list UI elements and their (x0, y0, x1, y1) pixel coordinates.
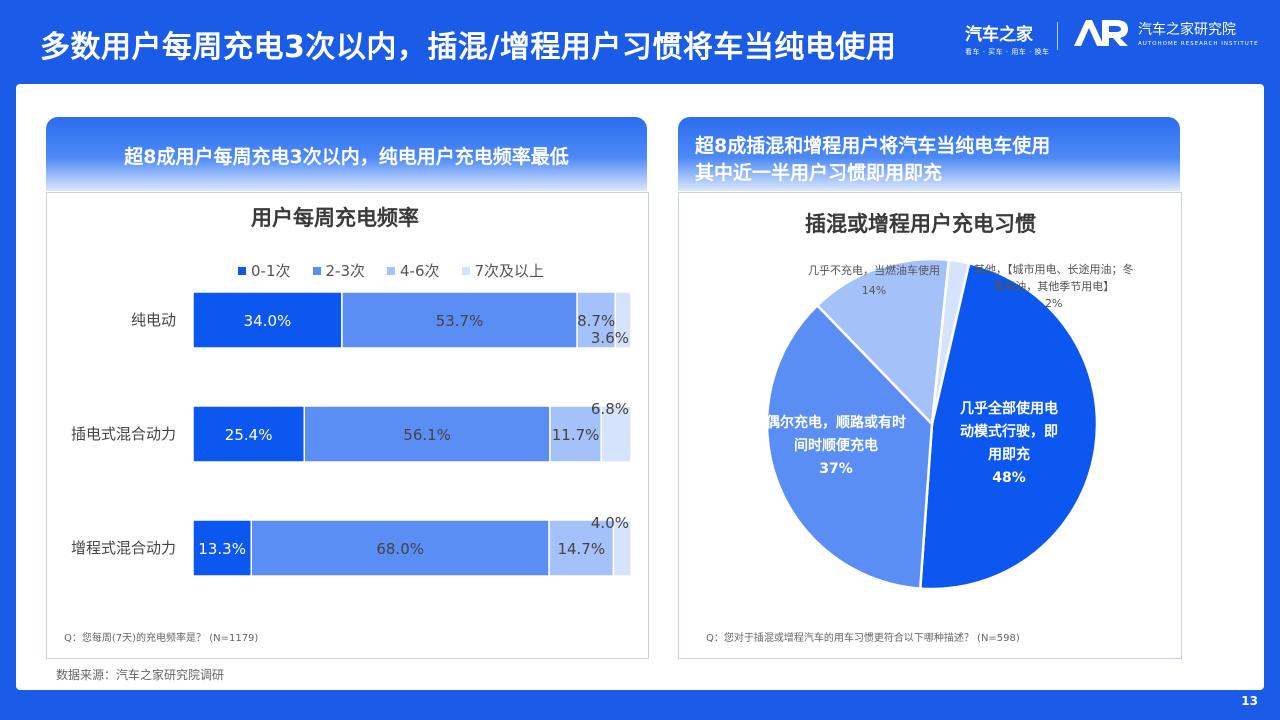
pie-label-slice-2-value: 14% (861, 284, 887, 297)
legend-label-0-1: 0-1次 (251, 262, 291, 280)
autohome-logo-tagline: 看车 · 买车 · 用车 · 换车 (965, 48, 1050, 56)
bar-category-label-0: 纯电动 (131, 311, 176, 329)
research-institute-name: 汽车之家研究院 (1138, 22, 1236, 38)
bar-value-label-1-2: 11.7% (552, 426, 600, 444)
pie-label-slice-3-line2: 季用油，其他季节用电】 (993, 280, 1115, 293)
bar-segment-1-2 (549, 405, 602, 463)
pie-label-slice-3: 其他，【城市用电、长途用油；冬 季用油，其他季节用电】 2% (974, 261, 1134, 312)
bar-value-label-0-0: 34.0% (244, 312, 292, 330)
pie-label-slice-1-value: 37% (819, 461, 853, 477)
pie-slice-0 (918, 261, 1099, 591)
pie-label-slice-0-line3: 用即充 (988, 447, 1030, 463)
legend-swatch-4-6 (387, 266, 395, 275)
data-source: 数据来源：汽车之家研究院调研 (56, 668, 225, 682)
bar-category-label-2: 增程式混合动力 (71, 539, 176, 557)
bar-value-label-2-1: 68.0% (376, 540, 424, 558)
pie-chart-title: 插混或增程用户充电习惯 (805, 212, 1036, 236)
bar-value-label-2-2: 14.7% (557, 540, 605, 558)
pie-slice-1 (765, 303, 934, 590)
bar-segment-1-3 (600, 405, 632, 463)
legend-swatch-7-plus (461, 266, 470, 275)
bar-segment-2-1 (250, 519, 550, 577)
research-institute-logo: 汽车之家研究院 AUTOHOME RESEARCH INSTITUTE (1072, 18, 1259, 48)
autohome-logo: 汽车之家 看车 · 买车 · 用车 · 换车 (965, 20, 1050, 57)
bar-segment-0-3 (614, 291, 632, 349)
legend-item-0-1: 0-1次 (238, 260, 291, 281)
right-panel-heading-line1: 超8成插混和增程用户将汽车当纯电车使用 (695, 135, 1051, 157)
stacked-bar-chart: 纯电动 34.0% 53.7% 8.7%3.6% 插电式混合动力 25.4% 56.1% 11… (71, 291, 632, 577)
page-title: 多数用户每周充电3次以内，插混/增程用户习惯将车当纯电使用 (40, 30, 897, 65)
pie-label-slice-3-value: 2% (1045, 297, 1063, 310)
bar-value-label-0-3: 3.6% (591, 329, 629, 347)
legend-label-2-3: 2-3次 (325, 262, 366, 280)
bar-value-label-2-0: 13.3% (198, 540, 246, 558)
bar-value-label-1-0: 25.4% (225, 426, 273, 444)
bar-segment-2-2 (548, 519, 615, 577)
pie-label-slice-0-line2: 动模式行驶，即 (960, 424, 1058, 440)
research-institute-english: AUTOHOME RESEARCH INSTITUTE (1138, 41, 1259, 47)
bar-segment-2-3 (612, 519, 632, 577)
bar-segment-1-1 (303, 405, 551, 463)
left-panel-heading: 超8成用户每周充电3次以内，纯电用户充电频率最低 (46, 117, 647, 191)
legend-swatch-2-3 (312, 266, 321, 275)
legend-item-4-6: 4-6次 (387, 260, 440, 281)
bar-category-label-1: 插电式混合动力 (71, 425, 176, 443)
pie-label-slice-3-line1: 其他，【城市用电、长途用油；冬 (974, 263, 1134, 276)
legend-item-2-3: 2-3次 (312, 260, 366, 281)
pie-slice-3 (930, 258, 971, 425)
pie-label-slice-1-line1: 偶尔充电，顺路或有时 (766, 415, 906, 431)
logo-divider (1057, 22, 1058, 50)
left-panel-heading-text: 超8成用户每周充电3次以内，纯电用户充电频率最低 (124, 146, 569, 168)
pie-chart (765, 257, 1099, 591)
pie-label-slice-1-line2: 间时顺便充电 (794, 438, 878, 454)
pie-label-slice-0-value: 48% (992, 470, 1026, 486)
pie-label-slice-2-line1: 几乎不充电，当燃油车使用 (808, 264, 940, 277)
bar-value-label-2-3: 4.0% (591, 514, 629, 532)
bar-chart-title: 用户每周充电频率 (251, 206, 419, 230)
legend-item-7-plus: 7次及以上 (461, 260, 545, 281)
pie-label-slice-0-line1: 几乎全部使用电 (960, 401, 1058, 417)
bar-value-label-0-1: 53.7% (436, 312, 484, 330)
legend-label-4-6: 4-6次 (400, 262, 440, 280)
bar-segment-2-0 (192, 519, 253, 577)
content-card: 超8成用户每周充电3次以内，纯电用户充电频率最低 用户每周充电频率 0-1次 2… (16, 84, 1264, 690)
legend-swatch-0-1 (238, 266, 246, 275)
autohome-logo-text: 汽车之家 (965, 25, 1033, 45)
bar-segment-0-0 (192, 291, 343, 349)
pie-slice-2 (815, 257, 951, 427)
page-number: 13 (1241, 694, 1258, 708)
bar-value-label-1-3: 6.8% (591, 400, 629, 418)
bar-chart-legend: 0-1次 2-3次 4-6次 7次及以上 (238, 260, 566, 281)
bar-segment-0-2 (576, 291, 616, 349)
right-panel-heading-line2: 其中近一半用户习惯即用即充 (695, 162, 943, 184)
right-footnote: Q：您对于插混或增程汽车的用车习惯更符合以下哪种描述？ (N=598) (706, 633, 1020, 644)
right-panel-heading: 超8成插混和增程用户将汽车当纯电车使用 其中近一半用户习惯即用即充 (678, 117, 1180, 191)
ar-logo-icon (1074, 20, 1128, 46)
bar-value-label-0-2: 8.7% (577, 312, 615, 330)
left-footnote: Q：您每周(7天)的充电频率是？ (N=1179) (64, 633, 259, 644)
legend-label-7-plus: 7次及以上 (474, 262, 545, 280)
pie-label-slice-0: 几乎全部使用电 动模式行驶，即 用即充 48% (960, 398, 1058, 490)
bar-segment-0-1 (341, 291, 578, 349)
pie-label-slice-1: 偶尔充电，顺路或有时 间时顺便充电 37% (766, 412, 906, 481)
pie-label-slice-2: 几乎不充电，当燃油车使用 14% (808, 261, 940, 301)
bar-value-label-1-1: 56.1% (403, 426, 451, 444)
